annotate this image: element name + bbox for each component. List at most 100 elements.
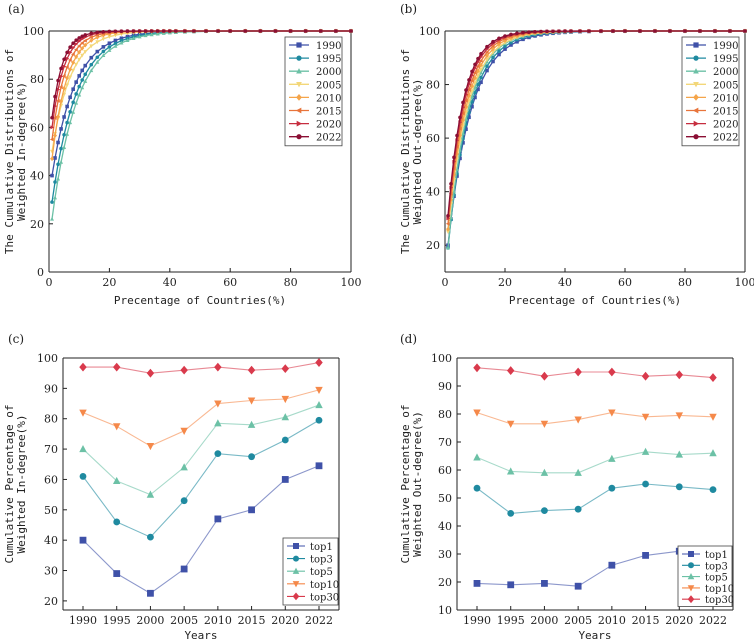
series-line — [82, 404, 320, 496]
data-point — [638, 29, 642, 33]
data-point — [113, 41, 118, 46]
data-point — [192, 29, 196, 33]
legend-label: 2005 — [713, 80, 738, 91]
data-point — [71, 87, 75, 92]
data-point — [608, 409, 616, 417]
data-point — [65, 50, 69, 55]
y-axis-title: The Cumulative Distributions of — [399, 49, 412, 254]
data-point — [445, 221, 450, 226]
series-line — [476, 412, 714, 425]
legend-label: top30 — [705, 595, 734, 606]
data-point — [470, 94, 474, 98]
y-tick-label: 40 — [426, 186, 440, 199]
y-tick-label: 100 — [431, 352, 452, 365]
data-point — [95, 30, 100, 35]
data-point — [574, 505, 582, 513]
legend-marker — [293, 555, 299, 562]
data-point — [479, 67, 483, 72]
data-point — [68, 75, 73, 80]
data-point — [473, 85, 477, 89]
data-point — [107, 29, 112, 34]
data-point — [62, 64, 67, 69]
data-point — [59, 98, 64, 104]
y-tick-label: 70 — [44, 443, 58, 456]
legend-label: top30 — [310, 592, 339, 603]
data-point — [675, 483, 683, 491]
data-point — [53, 156, 57, 160]
legend-marker — [693, 134, 699, 140]
data-point — [476, 82, 480, 87]
data-point — [539, 29, 543, 34]
data-point — [470, 69, 474, 74]
series-line — [82, 465, 320, 594]
series-line — [82, 389, 320, 447]
y-tick-label: 20 — [438, 576, 452, 589]
data-point — [214, 450, 222, 458]
y-tick-label: 60 — [438, 464, 452, 477]
data-point — [485, 57, 489, 62]
legend-label: top5 — [310, 567, 333, 578]
panel-label: (c) — [8, 332, 24, 346]
y-tick-label: 20 — [426, 239, 440, 252]
data-point — [545, 29, 549, 34]
data-point — [80, 45, 85, 51]
series-2022 — [50, 29, 353, 120]
data-point — [653, 29, 657, 33]
data-point — [461, 141, 465, 145]
data-point — [469, 78, 474, 83]
data-point — [675, 370, 684, 380]
data-point — [107, 41, 112, 46]
data-point — [112, 476, 121, 485]
panel-label: (b) — [400, 2, 417, 16]
data-point — [248, 453, 255, 461]
data-point — [68, 120, 73, 125]
legend-box — [284, 36, 343, 147]
x-tick-label: 0 — [442, 276, 449, 289]
data-point — [578, 29, 582, 33]
data-point — [112, 362, 121, 372]
data-point — [183, 29, 187, 33]
data-point — [55, 98, 60, 103]
data-point — [68, 95, 72, 100]
data-point — [668, 29, 672, 33]
legend-label: top3 — [705, 561, 728, 572]
y-tick-label: 60 — [30, 121, 44, 134]
legend-label: 2022 — [713, 133, 738, 144]
data-point — [281, 364, 290, 374]
data-point — [464, 88, 468, 92]
data-point — [65, 83, 70, 88]
y-tick-label: 80 — [44, 413, 58, 426]
data-point — [507, 510, 515, 517]
data-point — [107, 48, 112, 52]
y-tick-label: 80 — [426, 79, 440, 92]
x-tick-label: 20 — [102, 276, 116, 289]
legend-label: 2010 — [316, 93, 341, 104]
data-point — [50, 216, 54, 221]
data-point — [125, 29, 130, 33]
legend-label: 2005 — [316, 80, 341, 91]
data-point — [476, 74, 480, 78]
data-point — [107, 35, 112, 39]
data-point — [146, 490, 155, 498]
data-point — [455, 133, 459, 138]
legend-marker — [296, 134, 302, 140]
legend-label: 2015 — [713, 107, 738, 118]
data-point — [709, 373, 717, 383]
data-point — [478, 58, 483, 63]
data-point — [574, 582, 582, 590]
data-point — [56, 87, 61, 92]
x-tick-label: 2005 — [564, 614, 592, 627]
y-tick-label: 100 — [23, 25, 44, 38]
data-point — [56, 114, 61, 119]
data-point — [470, 104, 474, 109]
x-tick-label: 60 — [618, 276, 632, 289]
data-point — [611, 29, 615, 33]
data-point — [101, 29, 106, 34]
data-point — [56, 140, 60, 145]
x-tick-label: 2022 — [305, 614, 333, 627]
y-tick-label: 30 — [44, 565, 58, 578]
data-point — [479, 80, 483, 85]
data-point — [113, 43, 118, 48]
x-axis-title: Years — [184, 629, 217, 642]
y-axis-title: Cumulative Percentage of — [399, 405, 412, 564]
